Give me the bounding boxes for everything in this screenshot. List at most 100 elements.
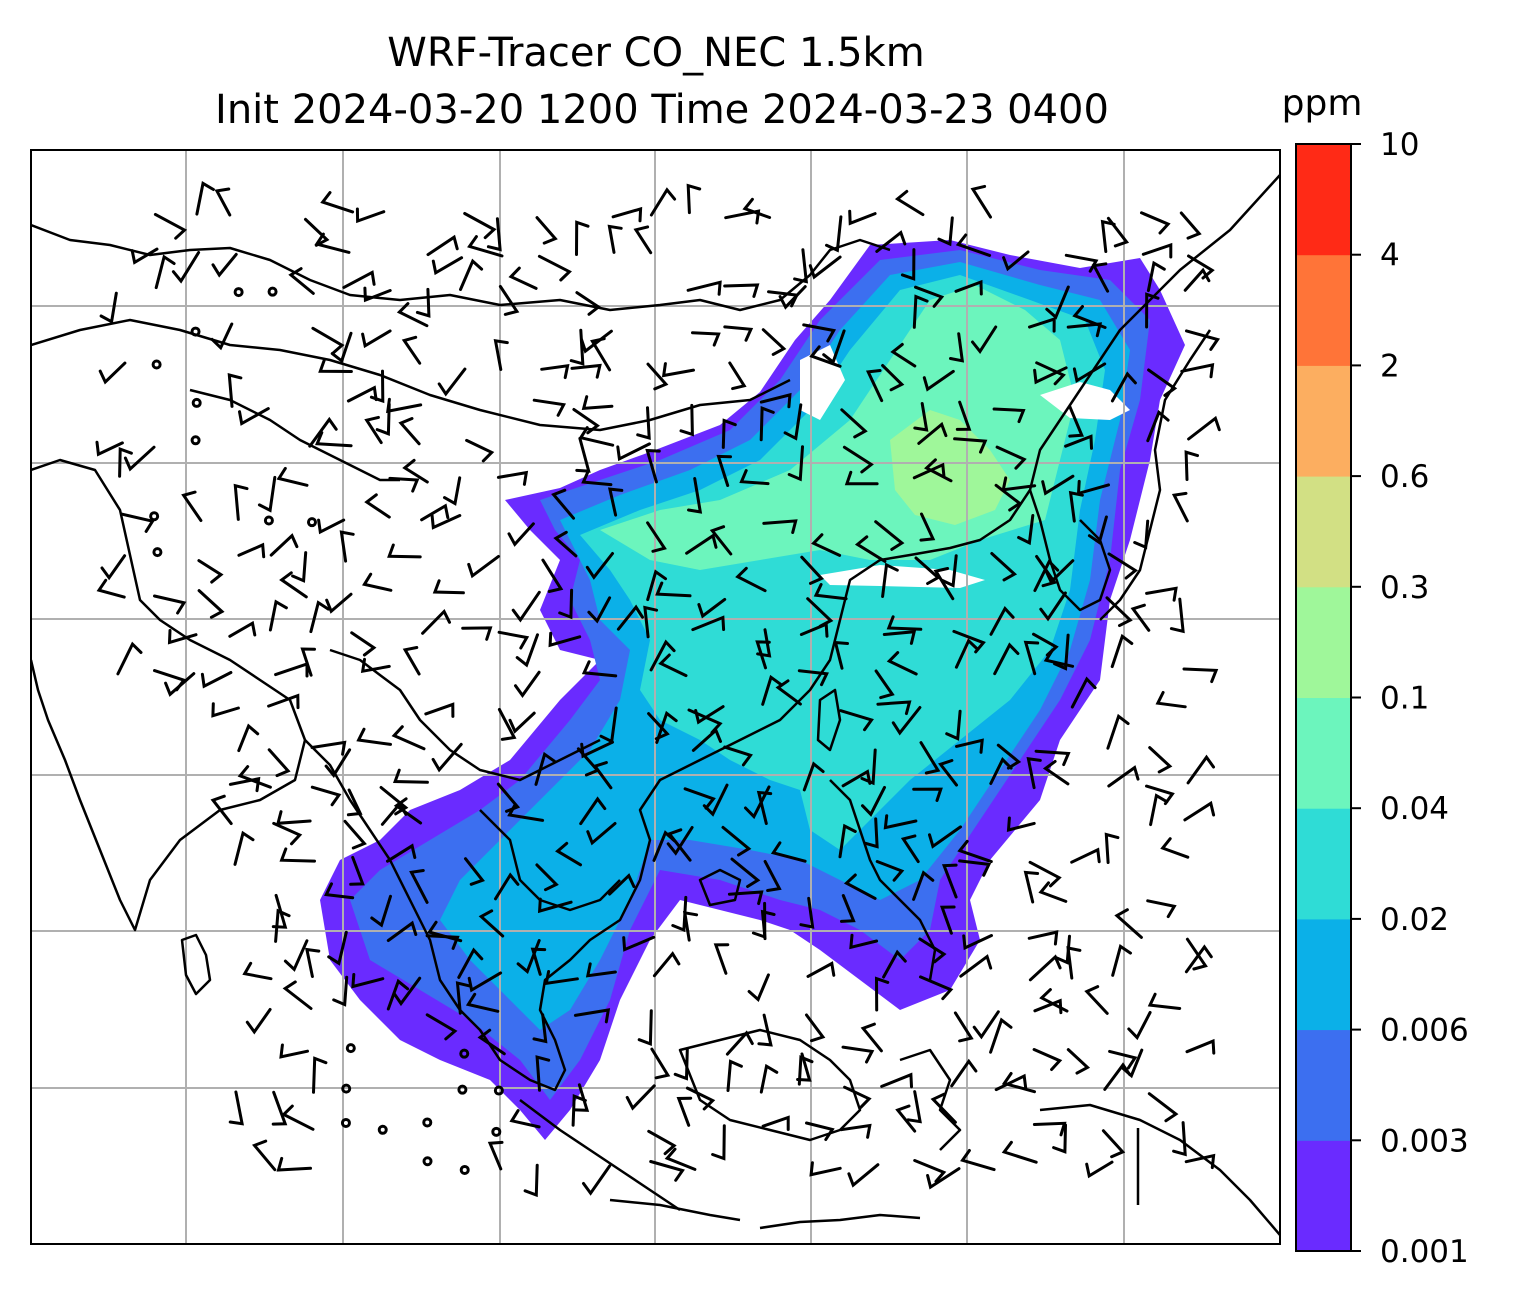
wind-barb [497,630,530,650]
wind-barb [532,398,567,417]
wind-barb [276,810,312,825]
wind-barb [1045,285,1070,320]
wind-barb [1149,793,1169,827]
colorbar-tick-label: 0.006 [1380,1013,1469,1049]
wind-barb [685,533,718,555]
wind-barb [1064,434,1093,450]
wind-calm-marker [149,511,160,522]
wind-barb [676,1096,693,1127]
wind-barb [894,189,925,217]
wind-barb [883,814,918,830]
colorbar-tick-label: 4 [1380,238,1400,274]
wind-barb [813,583,848,601]
wind-barb [1034,749,1071,767]
wind-barb [914,556,941,585]
wind-barb [98,361,127,385]
wind-barb [555,841,582,867]
wind-barb [585,552,614,580]
wind-barb [1107,765,1140,788]
wind-barb [724,209,761,225]
wind-barb [233,483,249,521]
wind-barb [516,939,541,974]
coastline-philippines [829,779,937,981]
wind-barb [401,335,422,365]
wind-barb [643,605,659,639]
wind-barb [1184,944,1213,974]
wind-barb [581,660,618,678]
wind-barb [919,741,941,775]
wind-barb [332,975,349,1007]
wind-calm-marker [422,1156,433,1167]
wind-barb [1145,586,1178,602]
wind-barb [118,446,133,478]
wind-barb [881,562,899,598]
wind-barb [928,825,962,849]
wind-barb [493,338,509,371]
wind-barb [759,406,775,442]
wind-barb [1141,242,1173,259]
wind-barb [195,181,215,216]
wind-barb [683,787,716,810]
wind-barb [1147,1092,1179,1123]
wind-barb [799,622,829,638]
wind-barb [238,407,270,426]
wind-barb [1052,1123,1067,1154]
wind-barb [787,445,804,482]
wind-barb [912,462,946,480]
wind-calm-marker [345,1043,356,1054]
wind-calm-marker [493,1085,504,1096]
wind-barb [430,514,462,530]
wind-barb [793,248,809,284]
wind-barb [1070,847,1101,864]
wind-barb [227,373,243,408]
wind-barb [906,1090,922,1124]
wind-barb [811,533,842,557]
wind-barb [809,1161,842,1177]
wind-barb [900,248,916,281]
wind-barb [210,322,234,351]
colorbar-tick-label: 0.001 [1380,1234,1469,1270]
wind-barb [616,442,651,462]
colorbar-bands [1296,144,1351,1252]
wind-barb [1180,363,1215,379]
wind-barb [1184,450,1199,481]
wind-barb [237,542,266,559]
wind-barb [426,234,459,257]
wind-barb [937,216,954,247]
wind-barb [939,905,956,935]
wind-barb [164,672,196,697]
wind-barbs [95,181,1221,1198]
wind-barb [760,909,776,941]
wind-barb [324,748,352,778]
wind-barb [318,358,353,373]
border-himalaya [189,388,400,482]
wind-barb [541,558,564,593]
wind-barb [960,1149,996,1172]
wind-barb [685,1086,716,1111]
wind-barb [355,207,386,224]
wind-barb [392,768,429,784]
wind-barb [487,1140,504,1171]
wind-calm-marker [457,1084,468,1095]
wind-barb [1107,552,1138,580]
wind-barb [237,723,260,753]
wind-barb [537,897,573,914]
wind-barb [288,267,315,295]
wind-barb [356,727,392,746]
wind-barb [1184,1153,1216,1170]
wind-barb [571,1094,587,1127]
wind-barb [508,266,538,290]
wind-barb [1039,591,1067,622]
wind-barb [310,740,347,756]
wind-barb [950,1058,978,1088]
colorbar-band [1296,586,1351,698]
wind-barb [955,233,992,257]
wind-barb [291,551,308,583]
wind-barb [585,962,617,978]
wind-barb [622,935,656,952]
colorbar-band [1296,476,1351,588]
wind-barb [783,403,803,441]
wind-barb [95,440,124,457]
wind-barb [120,512,155,533]
wind-barb [351,973,385,989]
